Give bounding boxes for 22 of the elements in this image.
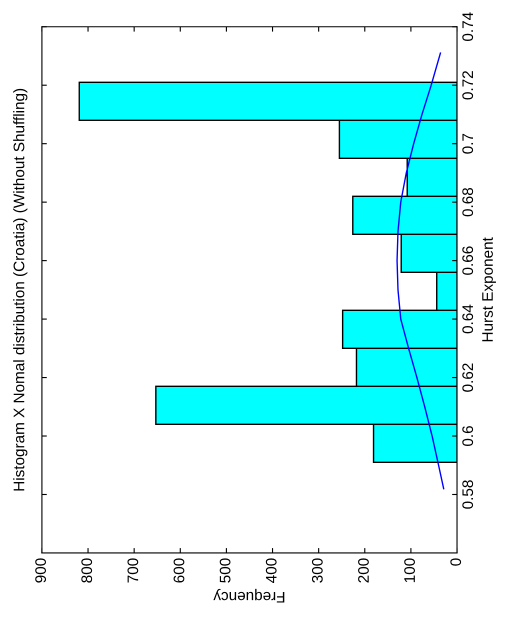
text: Histogram X Nomal distribution (Croatia) (Without Shuffling) bbox=[13, 88, 28, 491]
y-tick-label: 0.74 bbox=[462, 12, 474, 42]
x-axis-title: Frequency bbox=[213, 588, 284, 603]
y-tick-label: 0.68 bbox=[462, 188, 474, 216]
y-tick-label: 0.58 bbox=[462, 480, 474, 509]
y-tick-label: 0.7 bbox=[462, 134, 474, 154]
y-tick-label: 0.6 bbox=[462, 426, 474, 446]
y-tick-label: 0.62 bbox=[462, 363, 474, 392]
y-tick-label: 0.64 bbox=[462, 304, 474, 334]
x-tick-label: 700 bbox=[127, 558, 138, 583]
x-tick-label: 800 bbox=[81, 558, 92, 583]
x-tick-label: 300 bbox=[312, 558, 323, 583]
x-tick-label: 0 bbox=[450, 558, 462, 566]
x-tick-label: 100 bbox=[404, 558, 416, 582]
x-tick-label: 500 bbox=[220, 558, 231, 583]
x-tick-label: 900 bbox=[35, 558, 46, 583]
y-tick-label: 0.72 bbox=[462, 71, 474, 100]
y-tick-label: 0.66 bbox=[462, 246, 474, 275]
x-tick-label: 600 bbox=[174, 558, 184, 583]
x-tick-label: 200 bbox=[358, 558, 369, 583]
y-axis-title: Hurst Exponent bbox=[482, 237, 496, 342]
x-tick-label: 400 bbox=[266, 558, 277, 583]
